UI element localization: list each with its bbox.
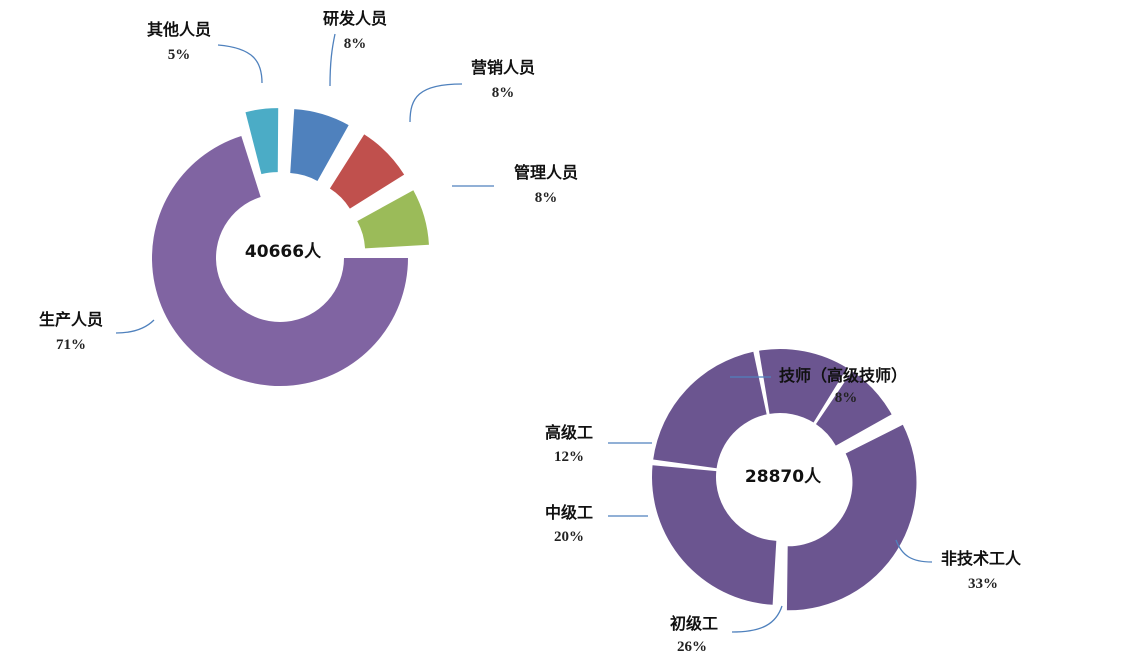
staff-slice-percent-5: 5% [168,47,191,63]
staff-slice-2 [329,134,405,209]
staff-slice-1 [290,109,349,182]
worker-slice-1 [786,424,917,611]
worker-skill-donut-chart: 非技术工人 33% 初级工 26% 中级工 20% 高级工 12% 技师（高级技师） 8% 2887… [545,349,1022,655]
worker-slice-percent-1: 33% [968,576,998,592]
staff-leader-line-1 [329,33,336,87]
worker-leader-line-1 [895,539,933,563]
worker-center-total-label: 28870人 [745,467,822,487]
staff-slice-4 [152,135,408,386]
worker-slice-2 [652,465,777,605]
worker-slice-label-3: 中级工 [545,503,593,522]
staff-leader-line-2 [409,83,463,123]
staff-slice-3 [357,190,429,249]
worker-leader-line-2 [731,605,783,633]
worker-slice-4 [759,349,848,423]
staff-leader-line-5 [217,44,263,84]
worker-slice-percent-4: 12% [554,449,584,465]
worker-slice-label-5: 技师（高级技师） [779,366,907,385]
worker-slice-percent-2: 26% [677,639,707,655]
worker-slice-percent-5: 8% [835,390,858,406]
worker-slice-percent-3: 20% [554,529,584,545]
staff-slice-label-4: 生产人员 [39,310,103,329]
worker-slice-5 [815,371,892,446]
worker-slice-label-4: 高级工 [545,423,593,442]
staff-slice-percent-2: 8% [492,85,515,101]
staff-slice-label-3: 管理人员 [514,163,578,182]
staff-slice-label-1: 研发人员 [323,9,387,28]
staff-slice-percent-3: 8% [535,190,558,206]
staff-center-total-label: 40666人 [245,242,322,262]
staff-slice-percent-1: 8% [344,36,367,52]
staff-slice-label-5: 其他人员 [147,20,211,39]
staff-leader-line-4 [115,319,155,334]
worker-slice-label-2: 初级工 [670,614,718,633]
staff-donut-chart: 研发人员 8% 营销人员 8% 管理人员 8% 生产人员 71% 其他人员 5% 40666人 [39,9,578,386]
staff-slice-percent-4: 71% [56,337,86,353]
staff-slice-5 [245,108,279,175]
worker-slice-3 [653,351,767,469]
staff-slice-label-2: 营销人员 [471,58,535,77]
worker-slice-label-1: 非技术工人 [941,549,1022,568]
